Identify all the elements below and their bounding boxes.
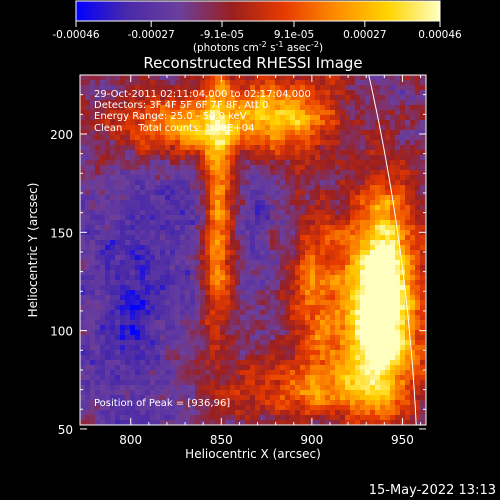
x-tick-label: 900: [300, 433, 323, 447]
colorbar: -0.00046 -0.00027 -9.1e-05 9.1e-05 0.00027 0.…: [52, 0, 462, 54]
annotation-clean-counts: Clean Total counts: 1.09E+04: [94, 123, 254, 134]
y-tick-label: 200: [50, 128, 73, 142]
annotation-block: 29-Oct-2011 02:11:04.000 to 02:17:04.000…: [94, 89, 311, 134]
heatmap-image: [80, 75, 426, 425]
y-axis-label: Heliocentric Y (arcsec): [26, 183, 40, 318]
axis-ticks: 800 850 900 950 50 100 150 200: [50, 74, 426, 447]
x-tick-label: 850: [210, 433, 233, 447]
annotation-time-range: 29-Oct-2011 02:11:04.000 to 02:17:04.000: [94, 89, 311, 100]
footer-timestamp: 15-May-2022 13:13: [369, 483, 496, 498]
y-tick-label: 150: [50, 226, 73, 240]
x-axis-label: Heliocentric X (arcsec): [185, 447, 321, 461]
colorbar-tick-label: -0.00027: [128, 29, 175, 41]
peak-position-label: Position of Peak = [936,96]: [94, 398, 230, 409]
colorbar-tick-label: -0.00046: [52, 29, 100, 41]
colorbar-tick-label: -9.1e-05: [200, 29, 244, 41]
y-tick-label: 100: [50, 325, 73, 339]
x-tick-label: 800: [119, 433, 142, 447]
x-tick-label: 950: [391, 433, 414, 447]
colorbar-strip: [75, 0, 441, 22]
y-tick-label: 50: [58, 423, 73, 437]
colorbar-ticks: -0.00046 -0.00027 -9.1e-05 9.1e-05 0.00027 0.…: [52, 21, 462, 41]
colorbar-tick-label: 9.1e-05: [274, 29, 314, 41]
annotation-detectors: Detectors: 3F 4F 5F 6F 7F 8F, Att 0: [94, 100, 268, 111]
plot-area: 800 850 900 950 50 100 150 200 29-Oct-2011 02:1…: [50, 74, 427, 447]
chart-title: Reconstructed RHESSI Image: [143, 54, 362, 72]
solar-limb-line: [368, 75, 417, 425]
colorbar-units: (photons cm-2 s-1 asec-2): [193, 40, 323, 54]
annotation-energy-range: Energy Range: 25.0 - 50.0 keV: [94, 111, 247, 122]
plot-frame: [79, 74, 427, 426]
colorbar-tick-label: 0.00046: [418, 29, 462, 41]
colorbar-tick-label: 0.00027: [343, 29, 386, 41]
